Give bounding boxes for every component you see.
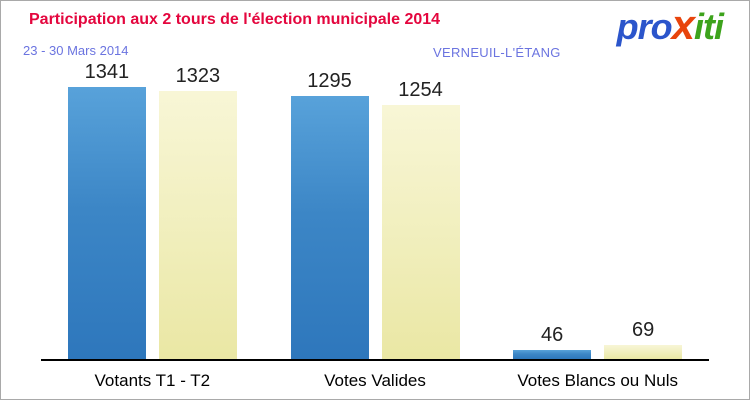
bar-group: 1295 1254 bbox=[264, 70, 487, 359]
bar-value-label: 46 bbox=[541, 324, 564, 346]
bar-t1 bbox=[67, 87, 146, 359]
bar-column-t1: 1295 bbox=[290, 70, 369, 359]
bar-t1 bbox=[513, 350, 592, 359]
bar-column-t2: 69 bbox=[604, 319, 683, 359]
proxiti-logo: proxiti bbox=[616, 1, 724, 49]
bar-group: 46 69 bbox=[486, 319, 709, 359]
bar-chart: 1341 1323 1295 1254 46 69 bbox=[41, 53, 709, 361]
bar-value-label: 1323 bbox=[175, 65, 221, 87]
logo-part-x: x bbox=[671, 1, 695, 48]
bar-value-label: 1295 bbox=[307, 70, 352, 92]
bar-t1 bbox=[290, 96, 369, 359]
bar-t2 bbox=[381, 105, 460, 359]
bar-column-t2: 1323 bbox=[158, 65, 237, 359]
category-label: Votants T1 - T2 bbox=[94, 371, 211, 390]
commune-label: VERNEUIL-L'ÉTANG bbox=[433, 45, 561, 60]
category-label: Votes Blancs ou Nuls bbox=[517, 371, 678, 390]
bar-t2 bbox=[158, 91, 237, 359]
logo-part-pro: pro bbox=[616, 6, 673, 47]
bar-column-t1: 46 bbox=[513, 324, 592, 359]
date-range-label: 23 - 30 Mars 2014 bbox=[23, 43, 129, 58]
logo-part-iti: iti bbox=[694, 6, 724, 47]
bar-column-t1: 1341 bbox=[67, 61, 146, 359]
category-label: Votes Valides bbox=[324, 371, 426, 390]
bar-column-t2: 1254 bbox=[381, 79, 460, 359]
bar-t2 bbox=[604, 345, 683, 359]
bar-group: 1341 1323 bbox=[41, 61, 264, 359]
chart-title: Participation aux 2 tours de l'élection … bbox=[29, 11, 441, 28]
bar-value-label: 1341 bbox=[84, 61, 130, 83]
bar-value-label: 1254 bbox=[398, 79, 443, 101]
bar-value-label: 69 bbox=[632, 319, 655, 341]
category-axis: Votants T1 - T2 Votes Valides Votes Blancs… bbox=[41, 371, 709, 391]
